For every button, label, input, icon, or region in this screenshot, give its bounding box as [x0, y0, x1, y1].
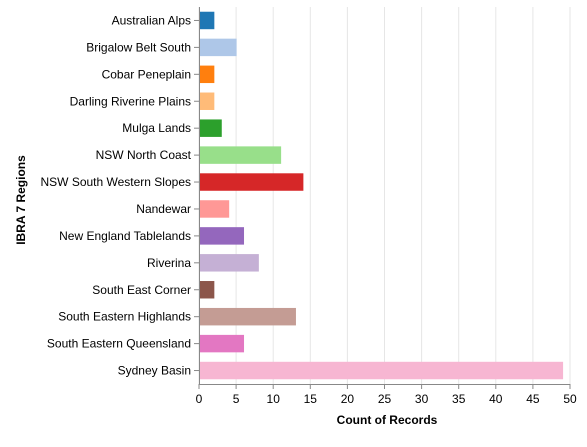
x-tick-label: 35	[452, 392, 466, 406]
x-tick-label: 5	[233, 392, 240, 406]
category-label: Sydney Basin	[118, 364, 191, 378]
category-label: Riverina	[147, 256, 191, 270]
x-tick-label: 45	[526, 392, 540, 406]
x-axis: 0 5 10 15 20 25 30 35 40 45 50	[196, 384, 577, 406]
bar-mulga-lands[interactable]: Mulga Lands: 3	[199, 119, 222, 137]
category-label: South Eastern Highlands	[58, 310, 191, 324]
bar-sydney-basin[interactable]: Sydney Basin: 49	[199, 361, 564, 380]
bar-cobar-peneplain[interactable]: Cobar Peneplain: 2	[199, 65, 215, 84]
x-axis-title: Count of Records	[337, 413, 438, 427]
bar-australian-alps[interactable]: Australian Alps: 2	[199, 11, 215, 30]
bar-south-east-corner[interactable]: South East Corner: 2	[199, 281, 215, 299]
x-tick-label: 20	[341, 392, 355, 406]
bar-south-eastern-queensland[interactable]: South Eastern Queensland: 6	[199, 334, 245, 353]
category-label: NSW North Coast	[96, 148, 192, 162]
bars: Australian Alps: 2 Brigalow Belt South: 5…	[199, 11, 564, 380]
bar-nsw-south-western-slopes[interactable]: NSW South Western Slopes: 14	[199, 173, 304, 191]
category-label: South East Corner	[92, 283, 191, 297]
y-axis: Australian Alps Brigalow Belt South Cobar …	[40, 7, 200, 384]
bar-nandewar[interactable]: Nandewar: 4	[199, 200, 230, 218]
x-tick-label: 25	[378, 392, 392, 406]
x-tick-label: 30	[415, 392, 429, 406]
bar-nsw-north-coast[interactable]: NSW North Coast: 11	[199, 146, 282, 164]
bar-riverina[interactable]: Riverina: 8	[199, 254, 259, 272]
grid-lines	[198, 7, 571, 384]
y-axis-title: IBRA 7 Regions	[14, 155, 28, 245]
bar-south-eastern-highlands[interactable]: South Eastern Highlands: 13	[199, 307, 296, 326]
x-tick-label: 50	[563, 392, 577, 406]
category-label: Brigalow Belt South	[86, 40, 191, 54]
x-tick-label: 15	[304, 392, 318, 406]
x-tick-label: 10	[267, 392, 281, 406]
category-label: Darling Riverine Plains	[70, 94, 191, 108]
bar-new-england-tablelands[interactable]: New England Tablelands: 6	[199, 227, 245, 245]
category-label: New England Tablelands	[59, 229, 191, 243]
category-label: Cobar Peneplain	[102, 67, 191, 81]
x-tick-label: 0	[196, 392, 203, 406]
category-label: South Eastern Queensland	[47, 337, 191, 351]
category-label: NSW South Western Slopes	[40, 175, 191, 189]
category-label: Mulga Lands	[122, 121, 191, 135]
category-label: Australian Alps	[112, 13, 191, 27]
bar-darling-riverine-plains[interactable]: Darling Riverine Plains: 2	[199, 92, 215, 110]
x-tick-label: 40	[489, 392, 503, 406]
category-label: Nandewar	[136, 202, 191, 216]
bar-brigalow-belt-south[interactable]: Brigalow Belt South: 5	[199, 38, 237, 57]
